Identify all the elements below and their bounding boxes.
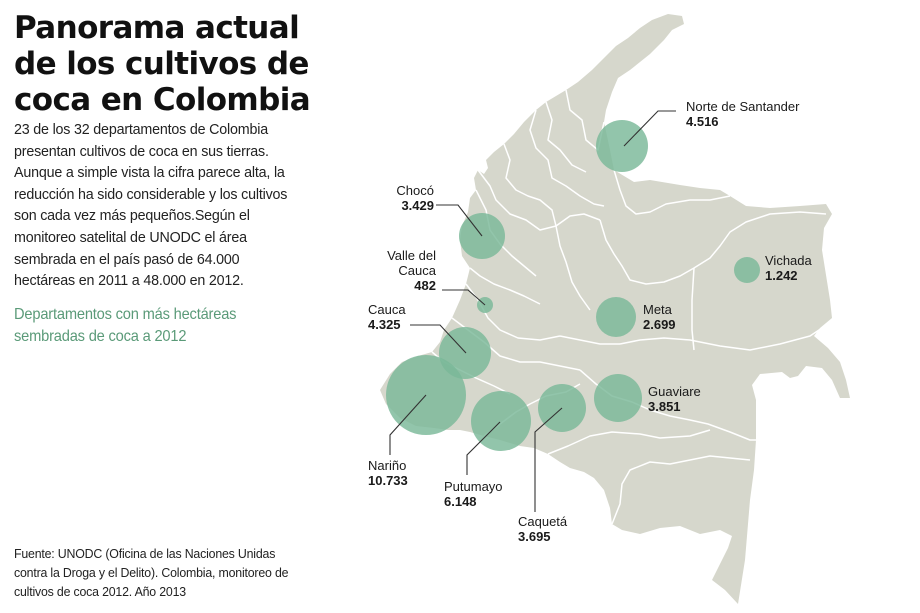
- dept-name: Putumayo: [444, 479, 503, 494]
- dept-name: Valle del: [387, 248, 436, 263]
- dept-value: 10.733: [368, 473, 408, 488]
- dept-name: Meta: [643, 302, 672, 317]
- label-narino: Nariño 10.733: [368, 458, 408, 488]
- intro-paragraph: 23 de los 32 departamentos de Colombia p…: [14, 121, 288, 290]
- label-cauca: Cauca 4.325: [368, 302, 406, 332]
- dept-name: Guaviare: [648, 384, 701, 399]
- dept-value: 3.851: [648, 399, 681, 414]
- dept-name: Nariño: [368, 458, 407, 473]
- label-valle-del-cauca: Valle del Cauca 482: [370, 248, 436, 293]
- title-line: Panorama actual: [14, 10, 300, 46]
- dept-value: 482: [414, 278, 436, 293]
- dept-value: 2.699: [643, 317, 676, 332]
- dept-value: 1.242: [765, 268, 798, 283]
- label-meta: Meta 2.699: [643, 302, 676, 332]
- bubble-meta[interactable]: [596, 297, 636, 337]
- label-guaviare: Guaviare 3.851: [648, 384, 701, 414]
- label-vichada: Vichada 1.242: [765, 253, 812, 283]
- title-line: de los cultivos de: [14, 46, 309, 82]
- label-putumayo: Putumayo 6.148: [444, 479, 503, 509]
- bubble-vichada[interactable]: [734, 257, 760, 283]
- bubble-guaviare[interactable]: [594, 374, 642, 422]
- dept-name: Chocó: [396, 183, 434, 198]
- dept-value: 3.695: [518, 529, 551, 544]
- dept-name: Vichada: [765, 253, 812, 268]
- dept-name: Caquetá: [518, 514, 568, 529]
- dept-name: Cauca: [368, 302, 406, 317]
- label-norte-de-santander: Norte de Santander 4.516: [686, 99, 799, 129]
- dept-name: Cauca: [398, 263, 436, 278]
- title-line: coca en Colombia: [14, 82, 311, 118]
- dept-value: 3.429: [401, 198, 434, 213]
- bubble-norte-de-santander[interactable]: [596, 120, 648, 172]
- dept-value: 4.325: [368, 317, 401, 332]
- dept-value: 6.148: [444, 494, 477, 509]
- dept-value: 4.516: [686, 114, 719, 129]
- page-title: Panorama actual de los cultivos de coca …: [14, 10, 334, 118]
- dept-name: Norte de Santander: [686, 99, 800, 114]
- map-subheading: Departamentos con más hectáreas sembrada…: [14, 306, 237, 345]
- label-choco: Chocó 3.429: [378, 183, 434, 213]
- label-caqueta: Caquetá 3.695: [518, 514, 567, 544]
- source-note: Fuente: UNODC (Oficina de las Naciones U…: [14, 546, 289, 599]
- leader-lines: [389, 110, 676, 512]
